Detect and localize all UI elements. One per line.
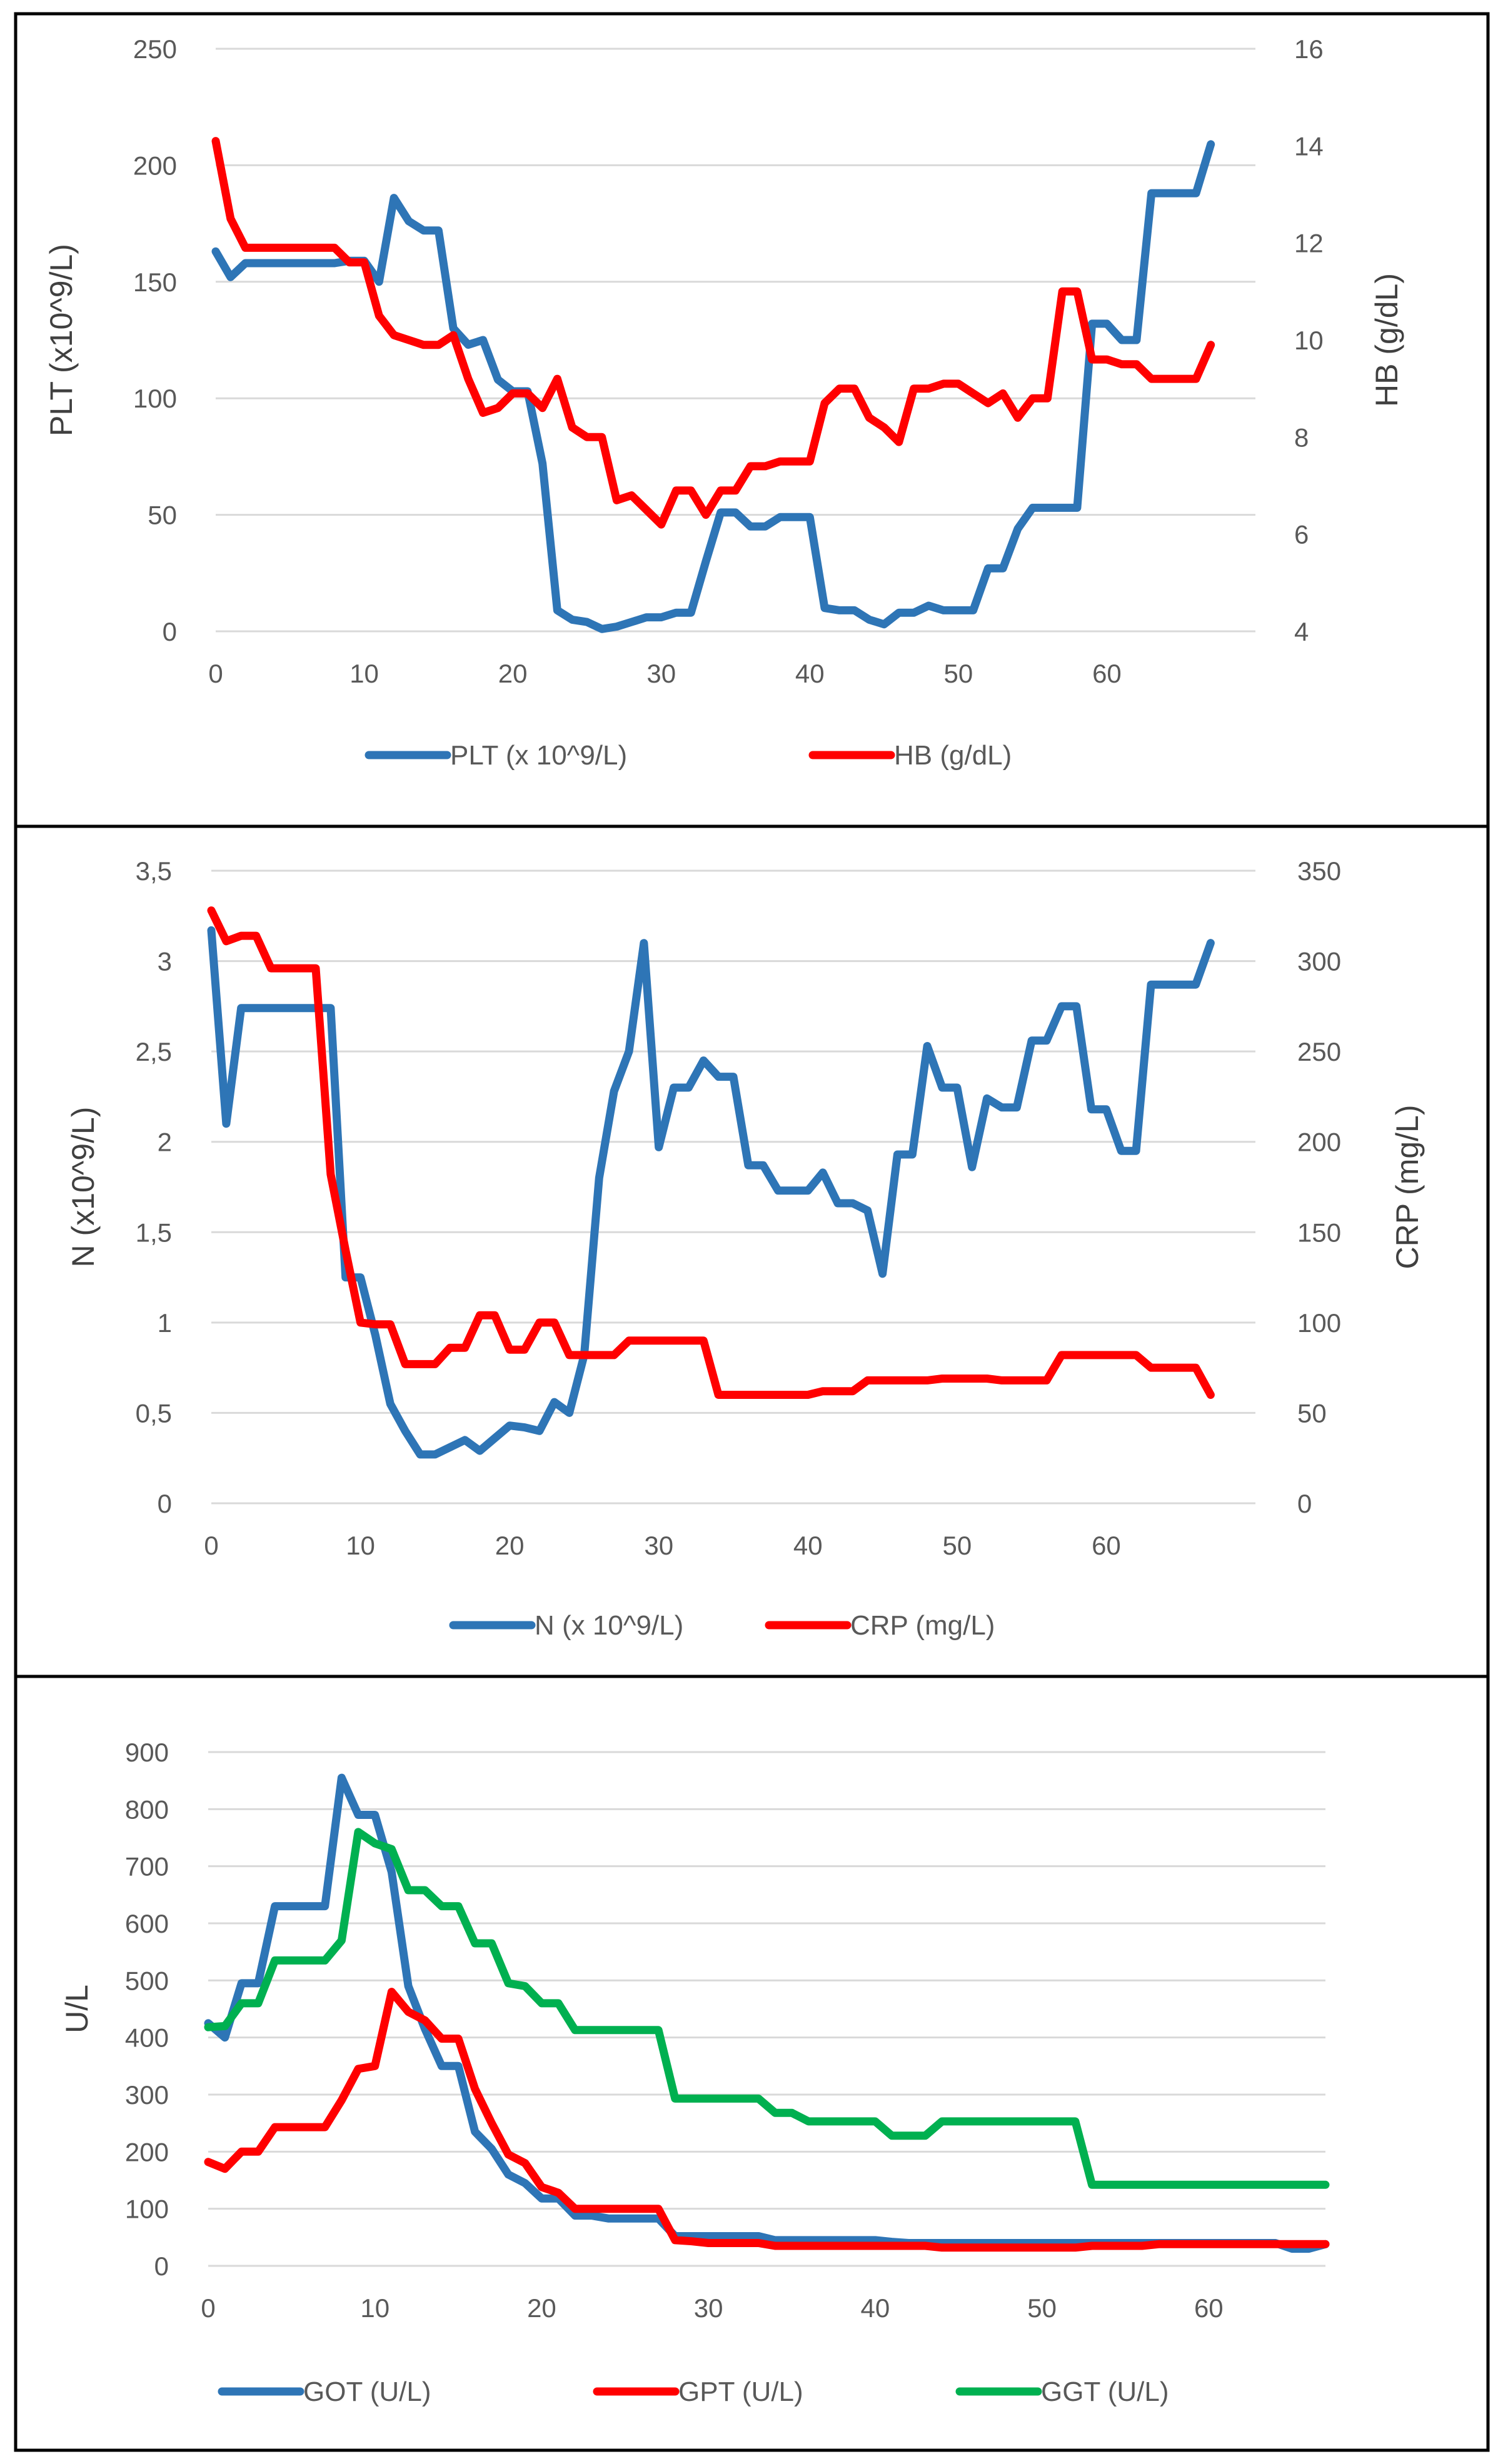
panel-liver-enzymes: 0 100 200 300 400 500 600 700 800 900 0 10 20 30 40 50 6… — [59, 1738, 1330, 2407]
series-line-plt — [211, 140, 1215, 633]
x-tick-label: 30 — [644, 1531, 673, 1560]
series-line-crp — [207, 906, 1215, 1399]
y2-tick-label: 350 — [1297, 856, 1341, 886]
y2-tick-label: 300 — [1297, 947, 1341, 976]
y2-axis-title: HB (g/dL) — [1369, 273, 1404, 407]
x-tick-label: 50 — [1027, 2293, 1057, 2323]
y-tick-label: 300 — [125, 2080, 169, 2110]
y2-tick-label: 14 — [1294, 131, 1324, 161]
y-tick-label: 2,5 — [136, 1037, 172, 1066]
y2-tick-label: 4 — [1294, 617, 1309, 646]
y-tick-label: 200 — [133, 151, 177, 180]
panel-frame-3 — [14, 1675, 1490, 2452]
x-tick-label: 0 — [204, 1531, 218, 1560]
y-tick-label: 0 — [154, 2251, 169, 2281]
legend-label-gpt: GPT (U/L) — [678, 2376, 803, 2407]
y2-tick-label: 10 — [1294, 326, 1324, 355]
y-tick-label: 50 — [148, 501, 177, 530]
y2-tick-label: 150 — [1297, 1218, 1341, 1247]
series-line-hb — [211, 137, 1215, 529]
y-tick-label: 3,5 — [136, 856, 172, 886]
legend-label-hb: HB (g/dL) — [894, 740, 1012, 771]
x-tick-label: 60 — [1092, 659, 1122, 688]
y-tick-label: 1,5 — [136, 1218, 172, 1247]
y-tick-label: 250 — [133, 34, 177, 64]
y-tick-label: 1 — [158, 1308, 172, 1338]
y-tick-label: 0 — [163, 617, 177, 646]
legend-label-got: GOT (U/L) — [303, 2376, 431, 2407]
x-tick-label: 20 — [495, 1531, 525, 1560]
x-tick-label: 0 — [208, 659, 223, 688]
y-tick-label: 2 — [158, 1128, 172, 1157]
y-tick-label: 0,5 — [136, 1398, 172, 1428]
series-line-gpt — [204, 1988, 1330, 2252]
x-tick-label: 50 — [942, 1531, 972, 1560]
series-line-ggt — [204, 1828, 1330, 2189]
y2-tick-label: 8 — [1294, 423, 1309, 452]
x-tick-label: 10 — [346, 1531, 375, 1560]
y2-tick-label: 6 — [1294, 520, 1309, 549]
y-tick-label: 100 — [133, 384, 177, 413]
legend-label-ggt: GGT (U/L) — [1041, 2376, 1169, 2407]
y-axis-title: N (x10^9/L) — [66, 1107, 101, 1268]
y2-tick-label: 200 — [1297, 1128, 1341, 1157]
y-tick-label: 500 — [125, 1966, 169, 1995]
y-tick-label: 150 — [133, 268, 177, 297]
y-tick-label: 900 — [125, 1738, 169, 1767]
y-tick-label: 600 — [125, 1909, 169, 1938]
y2-tick-label: 0 — [1297, 1489, 1312, 1518]
x-tick-label: 50 — [943, 659, 973, 688]
x-tick-label: 10 — [360, 2293, 390, 2323]
y-tick-label: 800 — [125, 1795, 169, 1824]
y-tick-label: 100 — [125, 2195, 169, 2224]
panel-neutrophils-crp: 0 0,5 1 1,5 2 2,5 3 3,5 0 50 100 150 200 250 300 350 0 10… — [66, 856, 1425, 1641]
y-tick-label: 700 — [125, 1852, 169, 1881]
x-tick-label: 60 — [1092, 1531, 1121, 1560]
x-tick-label: 40 — [795, 659, 825, 688]
y2-tick-label: 100 — [1297, 1308, 1341, 1338]
panel-plt-hb: 0 50 100 150 200 250 4 6 8 10 12 14 16 0 10 20 30 40 50 60 P… — [44, 34, 1404, 771]
y2-tick-label: 250 — [1297, 1037, 1341, 1066]
y2-axis-title: CRP (mg/L) — [1390, 1104, 1425, 1269]
x-tick-label: 0 — [201, 2293, 215, 2323]
x-tick-label: 40 — [861, 2293, 890, 2323]
y2-tick-label: 16 — [1294, 34, 1324, 64]
y-axis-title: PLT (x10^9/L) — [44, 244, 79, 436]
x-tick-label: 40 — [793, 1531, 823, 1560]
y-tick-label: 0 — [158, 1489, 172, 1518]
x-tick-label: 20 — [498, 659, 528, 688]
x-tick-label: 20 — [527, 2293, 556, 2323]
legend-label-crp: CRP (mg/L) — [850, 1610, 995, 1641]
y-tick-label: 3 — [158, 947, 172, 976]
legend-label-plt: PLT (x 10^9/L) — [450, 740, 627, 771]
y2-tick-label: 12 — [1294, 229, 1324, 258]
y-tick-label: 400 — [125, 2023, 169, 2053]
y-axis-title: U/L — [59, 1985, 94, 2033]
legend-label-n: N (x 10^9/L) — [535, 1610, 683, 1641]
y2-tick-label: 50 — [1297, 1398, 1327, 1428]
series-line-n — [207, 926, 1215, 1459]
x-tick-label: 10 — [349, 659, 379, 688]
x-tick-label: 30 — [694, 2293, 723, 2323]
x-tick-label: 30 — [646, 659, 676, 688]
y-tick-label: 200 — [125, 2137, 169, 2166]
x-tick-label: 60 — [1194, 2293, 1224, 2323]
